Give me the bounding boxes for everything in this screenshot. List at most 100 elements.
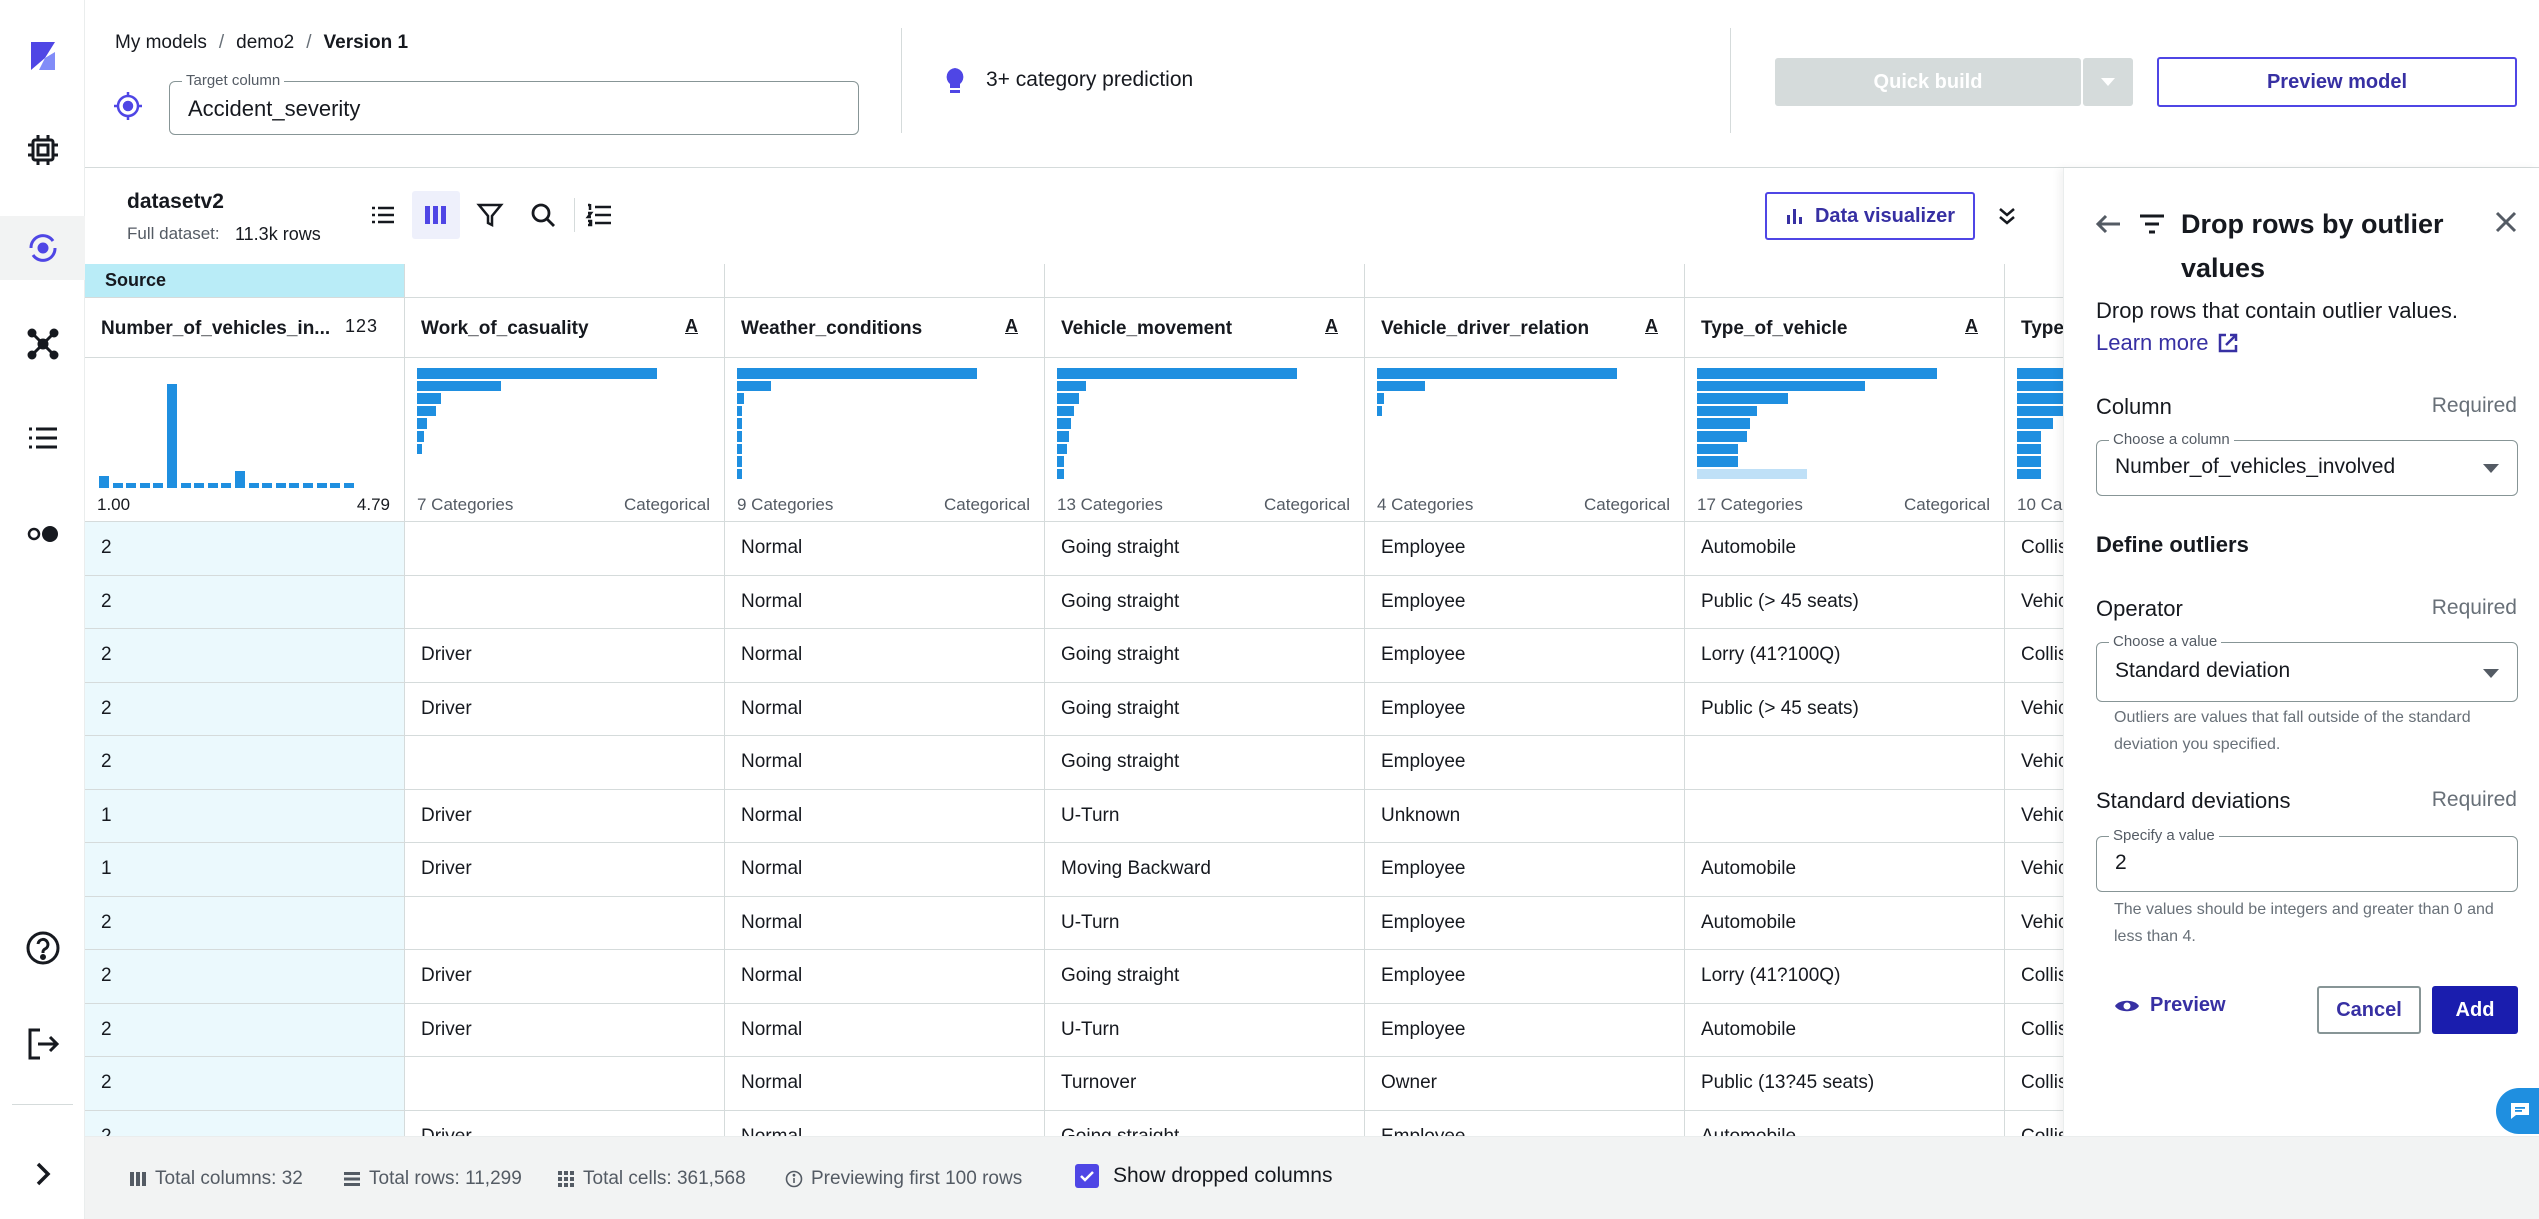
dataset-rows: 11.3k rows <box>235 224 321 244</box>
grid-view-icon[interactable] <box>412 191 460 239</box>
histogram-bar <box>126 483 137 488</box>
caret-down-icon <box>2483 464 2499 473</box>
column-header-label: Vehicle_movement <box>1061 318 1233 339</box>
close-icon[interactable] <box>2490 206 2522 238</box>
column-header[interactable]: Vehicle_driver_relation A <box>1365 298 1684 358</box>
expand-chevron-icon[interactable] <box>0 1142 85 1206</box>
std-deviations-input[interactable]: Specify a value 2 <box>2096 827 2518 892</box>
breadcrumb-my-models[interactable]: My models <box>115 32 207 53</box>
preview-button[interactable]: Preview <box>2114 994 2226 1017</box>
toggle-dots-icon[interactable] <box>0 502 85 566</box>
histogram-bar <box>1057 393 1079 404</box>
numeric-type-icon: 123 <box>344 316 378 336</box>
table-cell: Going straight <box>1045 522 1364 576</box>
column-header[interactable]: Weather_conditions A <box>725 298 1044 358</box>
histogram-footer-left: 17 Categories <box>1697 495 1803 514</box>
show-dropped-columns-toggle[interactable]: Show dropped columns <box>1075 1164 1332 1188</box>
canvas-logo-icon[interactable] <box>0 24 85 88</box>
total-rows: Total rows: 11,299 <box>343 1168 522 1190</box>
quick-build-button[interactable]: Quick build <box>1775 58 2081 106</box>
column-6: Type 10 Ca Collis Vehic Collis Vehic Vehic Vehi… <box>2005 264 2063 1136</box>
histogram-bar <box>1697 418 1750 429</box>
column-1: Work_of_casuality A 7 Categories Categorica… <box>405 264 725 1136</box>
table-cell <box>405 1057 724 1111</box>
histogram-bar <box>1057 405 1074 417</box>
histogram-bar <box>1057 368 1297 379</box>
table-cell: Normal <box>725 522 1044 576</box>
column-5: Type_of_vehicle A 17 Categories Categorical… <box>1685 264 2005 1136</box>
column-header[interactable]: Vehicle_movement A <box>1045 298 1364 358</box>
filter-icon[interactable] <box>466 191 514 239</box>
column-header[interactable]: Number_of_vehicles_in... 123 <box>85 298 404 358</box>
search-icon[interactable] <box>519 191 567 239</box>
target-column-field[interactable]: Target column Accident_severity <box>169 72 859 135</box>
total-cells-text: Total cells: 361,568 <box>583 1168 746 1189</box>
histogram-bar <box>1377 380 1425 392</box>
column-header[interactable]: Type_of_vehicle A <box>1685 298 2004 358</box>
column-histogram: 17 Categories Categorical <box>1685 358 2004 522</box>
histogram-bar <box>737 368 977 379</box>
table-cell: Vehic <box>2005 683 2063 736</box>
checkbox-checked-icon[interactable] <box>1075 1164 1099 1188</box>
column-select[interactable]: Choose a column Number_of_vehicles_invol… <box>2096 431 2518 496</box>
chip-icon[interactable] <box>0 118 85 182</box>
table-cell: Employee <box>1365 843 1684 897</box>
histogram-bar <box>737 468 742 480</box>
table-cell: Normal <box>725 629 1044 683</box>
learn-more-link[interactable]: Learn more <box>2096 330 2239 356</box>
histogram-footer-right: Categorical <box>624 495 710 514</box>
preview-model-button[interactable]: Preview model <box>2157 57 2517 107</box>
histogram-bar <box>235 471 245 488</box>
list-view-icon[interactable] <box>359 191 407 239</box>
table-cell: Employee <box>1365 629 1684 683</box>
histogram-bar <box>737 380 771 392</box>
histogram-bar <box>1697 456 1738 467</box>
drop-rows-outlier-panel: Drop rows by outlier values Drop rows th… <box>2063 168 2539 1136</box>
list-icon[interactable] <box>0 406 85 470</box>
operator-select[interactable]: Choose a value Standard deviation <box>2096 633 2518 702</box>
previewing-rows: Previewing first 100 rows <box>785 1168 1022 1190</box>
collapse-double-chevron-icon[interactable] <box>1983 192 2031 240</box>
table-cell: Vehic <box>2005 790 2063 843</box>
histogram-footer-right: 4.79 <box>356 495 390 514</box>
help-icon[interactable] <box>0 916 85 980</box>
histogram-bar <box>417 443 422 455</box>
histogram-bar <box>417 418 427 429</box>
back-arrow-icon[interactable] <box>2090 206 2126 242</box>
sign-out-icon[interactable] <box>0 1012 85 1076</box>
table-cell: 2 <box>85 682 404 736</box>
quick-build-dropdown-button[interactable] <box>2083 58 2133 106</box>
status-footer: Total columns: 32 Total rows: 11,299 Tot… <box>85 1136 2539 1219</box>
table-cell: Automobile <box>1685 843 2004 897</box>
histogram-bar <box>2017 456 2041 467</box>
column-header[interactable]: Type <box>2005 298 2063 358</box>
table-cell: Moving Backward <box>1045 843 1364 897</box>
column-histogram: 10 Ca <box>2005 358 2063 522</box>
models-icon[interactable] <box>0 216 85 280</box>
add-button[interactable]: Add <box>2432 986 2518 1034</box>
data-grid: Source Number_of_vehicles_in... 123 1.00 4.7… <box>85 264 2063 1136</box>
histogram-bar <box>2017 405 2063 417</box>
network-icon[interactable] <box>0 312 85 376</box>
histogram-footer-right: Categorical <box>1904 495 1990 514</box>
chat-icon[interactable] <box>2496 1088 2539 1134</box>
total-cells: Total cells: 361,568 <box>557 1168 746 1190</box>
column-header-label: Work_of_casuality <box>421 318 589 339</box>
table-cell: Driver <box>405 950 724 1004</box>
cancel-button[interactable]: Cancel <box>2317 986 2421 1034</box>
column-label: Column <box>2096 394 2172 419</box>
column-histogram: 1.00 4.79 <box>85 358 404 522</box>
table-cell: Normal <box>725 843 1044 897</box>
column-header[interactable]: Work_of_casuality A <box>405 298 724 358</box>
column-header-label: Type <box>2021 318 2063 339</box>
data-visualizer-button[interactable]: Data visualizer <box>1765 192 1975 240</box>
breadcrumb-demo2[interactable]: demo2 <box>236 32 295 53</box>
data-visualizer-label: Data visualizer <box>1814 204 1956 227</box>
numbered-list-icon[interactable] <box>575 191 623 239</box>
column-4: Vehicle_driver_relation A 4 Categories Cate… <box>1365 264 1685 1136</box>
histogram-bar <box>417 405 437 417</box>
std-deviations-value: 2 <box>2115 851 2127 874</box>
table-cell: Vehic <box>2005 576 2063 629</box>
table-cell: Normal <box>725 1057 1044 1111</box>
std-deviations-legend: Specify a value <box>2109 827 2219 844</box>
